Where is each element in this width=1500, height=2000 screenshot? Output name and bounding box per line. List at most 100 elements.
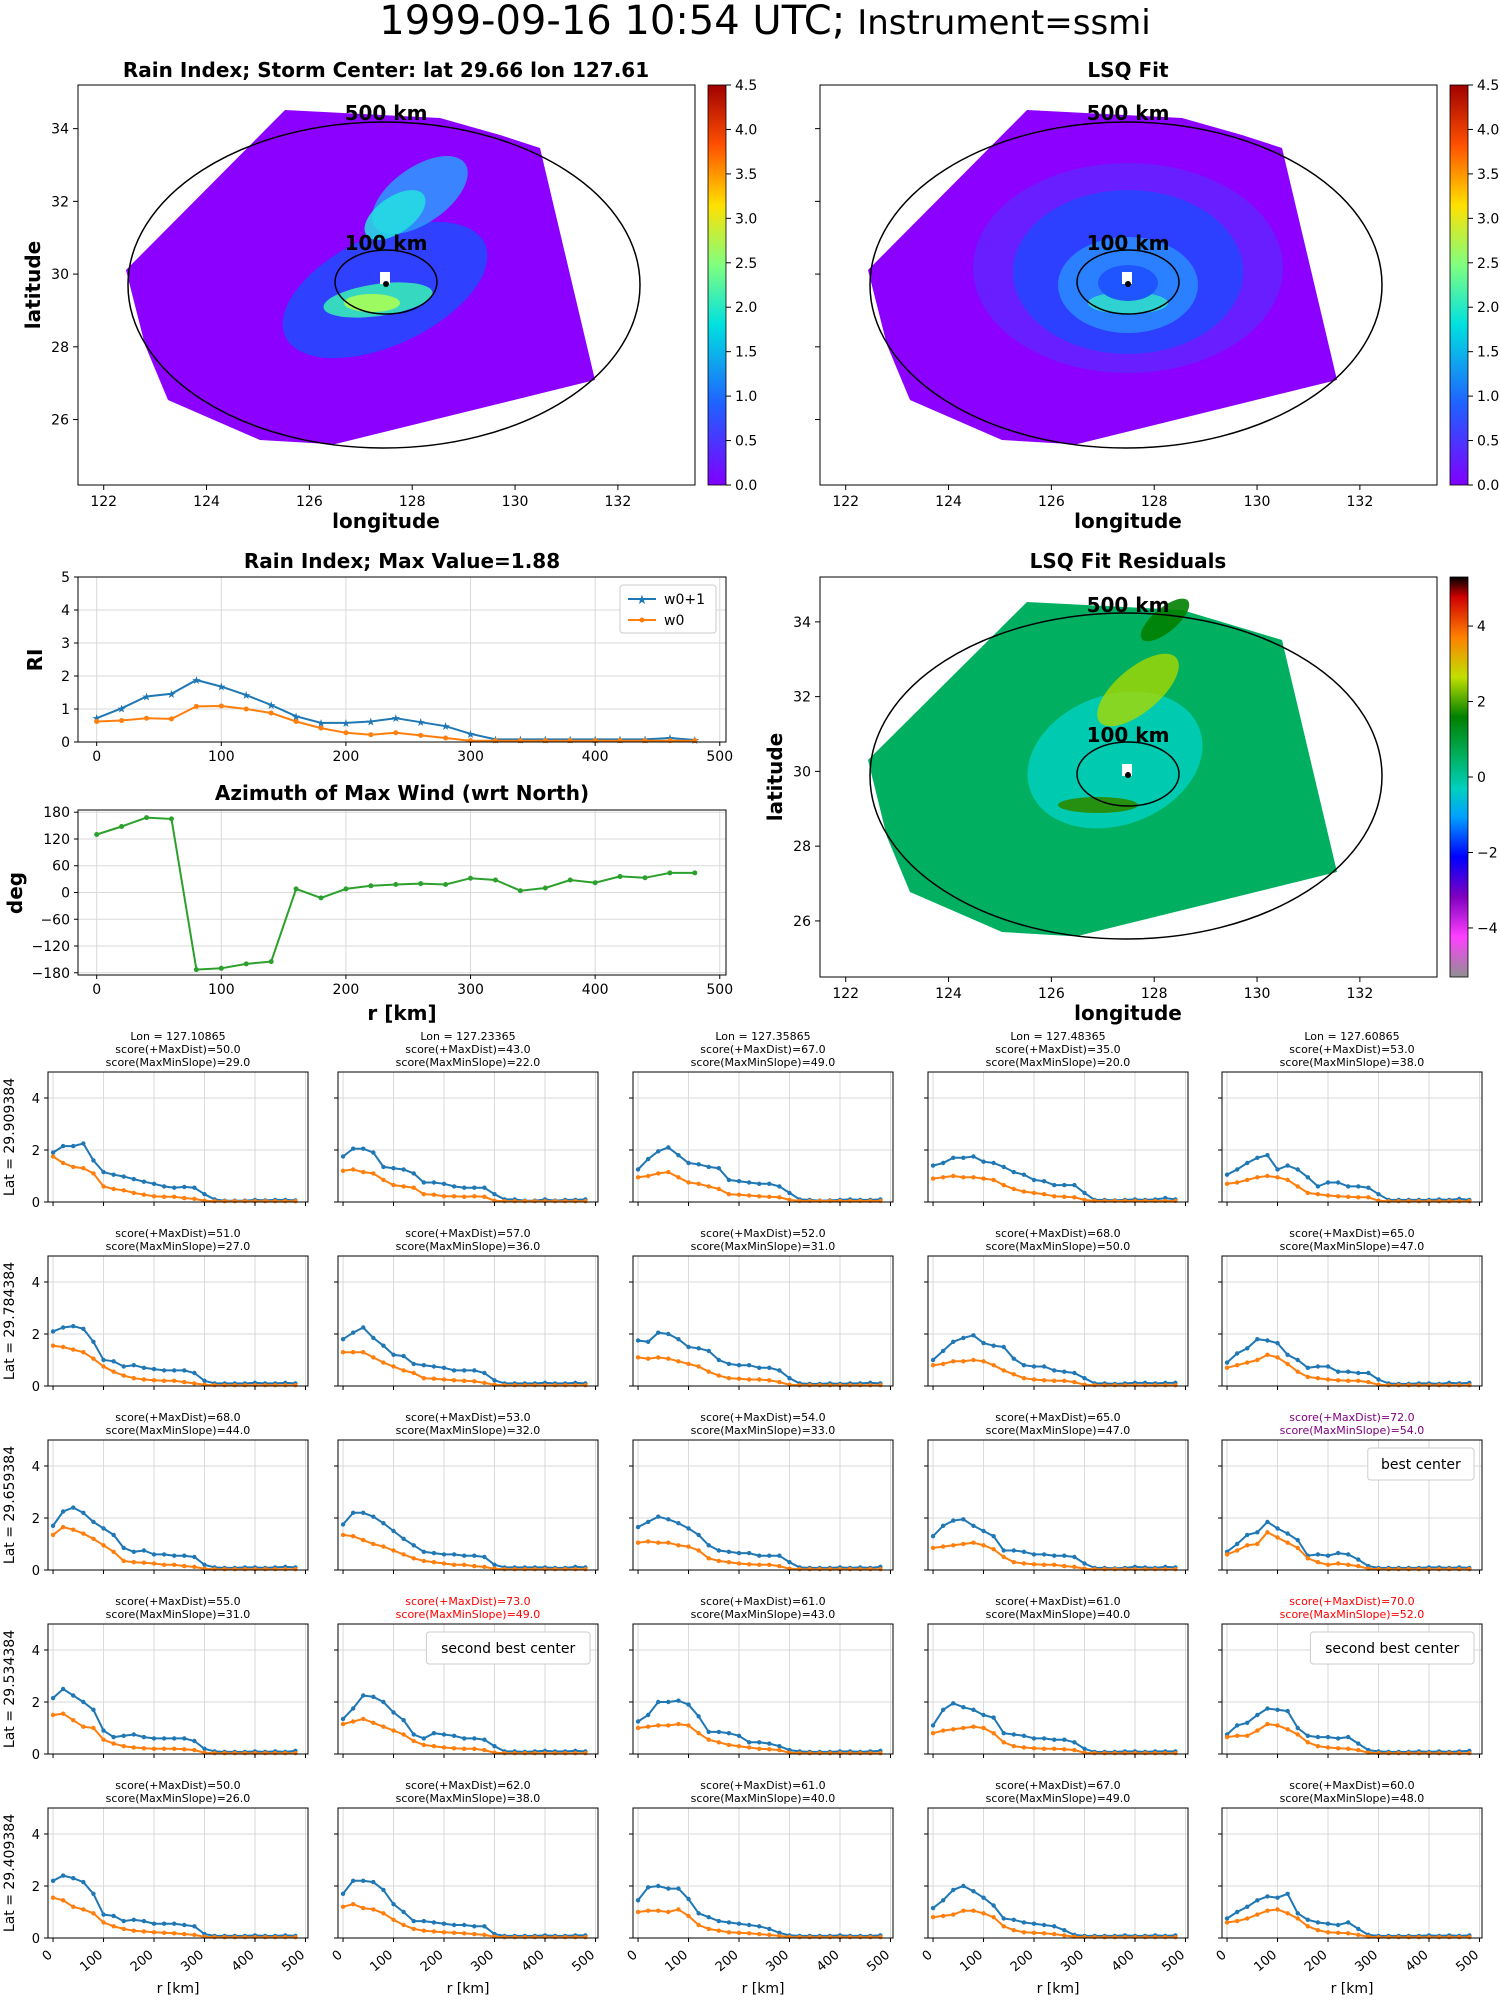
w0-point: [562, 1935, 568, 1940]
w0-point: [746, 1745, 752, 1750]
w0p1-point: [1031, 1364, 1037, 1369]
lsq-map-field: [868, 110, 1383, 470]
colorbar-tick-label: 1.5: [735, 345, 757, 361]
w0-point: [293, 1383, 298, 1388]
w0p1-point: [60, 1143, 66, 1149]
w0p1-point: [121, 1174, 126, 1179]
cell-plot-area: [1222, 1072, 1482, 1202]
cell-xticks: [637, 1386, 891, 1390]
w0-point: [1001, 1924, 1006, 1929]
w0p1-point: [91, 1158, 96, 1163]
resid-map-title: LSQ Fit Residuals: [1030, 549, 1227, 573]
resid-map-colorbar: [1449, 576, 1469, 978]
ytick-label: 4: [32, 1092, 40, 1107]
w0-point: [645, 1724, 651, 1729]
w0p1-point: [421, 1180, 427, 1185]
cell-frame: [1221, 1255, 1483, 1387]
w0p1-point: [767, 1365, 772, 1371]
cell-yticks: [334, 1097, 338, 1203]
w0p1-point: [1275, 1340, 1280, 1346]
w0-point: [283, 1383, 288, 1388]
w0p1-point: [645, 1712, 651, 1718]
w0p1-point: [1021, 1920, 1027, 1925]
w0p1-point: [951, 1155, 956, 1161]
w0p1-point: [1346, 1184, 1351, 1189]
cell-plot-area: [48, 1256, 308, 1386]
cell-score-maxdist: score(+MaxDist)=65.0: [1289, 1227, 1414, 1240]
ytick-label: 5: [61, 570, 70, 586]
w0-point: [232, 1199, 237, 1204]
w0-point: [71, 1527, 76, 1532]
w0-point: [411, 1185, 416, 1190]
cell-frame: [47, 1255, 309, 1387]
profile-legend: ★ w0+1 w0: [619, 584, 717, 634]
w0p1-point: [676, 1337, 681, 1342]
w0-point: [161, 1562, 167, 1568]
w0-point: [81, 1350, 86, 1355]
cell-score-maxdist: score(+MaxDist)=60.0: [1289, 1779, 1414, 1792]
ytick-label: 4: [32, 1644, 40, 1659]
w0-point: [1041, 1192, 1047, 1197]
w0p1-point: [492, 1562, 497, 1568]
xtick-label: 300: [1352, 1948, 1381, 1975]
w0-point: [532, 1935, 538, 1940]
cell-series: [1224, 1891, 1472, 1940]
w0p1-point: [981, 1528, 986, 1534]
w0p1-point: [472, 1185, 477, 1190]
grid-cell: score(+MaxDist)=70.0score(MaxMinSlope)=5…: [1218, 1595, 1483, 1758]
w0p1-point: [161, 1921, 167, 1926]
ytick-label: 2: [32, 1328, 40, 1343]
w0-point: [1325, 1193, 1331, 1198]
resid-center-marker: [1125, 772, 1131, 778]
w0-point: [696, 1181, 701, 1187]
w0-point: [161, 1930, 167, 1936]
w0-point: [1245, 1543, 1250, 1548]
w0p1-point: [696, 1162, 701, 1167]
w0p1-point: [131, 1732, 137, 1737]
w0-point: [340, 1532, 346, 1538]
w0p1-point: [930, 1357, 936, 1363]
w0-point: [172, 1562, 177, 1568]
w0-point: [242, 1383, 248, 1388]
w0p1-point: ★: [366, 716, 376, 729]
cell-xticks: [637, 1202, 891, 1206]
w0-point: [827, 1935, 833, 1940]
w0-point: [283, 1199, 288, 1204]
w0-point: [1041, 1378, 1047, 1383]
legend-label-w0p1: w0+1: [664, 592, 705, 608]
w0p1-point: [391, 1710, 396, 1715]
w0-point: [451, 1930, 457, 1936]
w0-point: [512, 1567, 517, 1572]
w0p1-point: [161, 1184, 167, 1189]
colorbar-tick-label: 1.0: [735, 389, 757, 405]
w0-point: [797, 1751, 802, 1756]
w0p1-point: [686, 1526, 691, 1531]
w0p1-point: [472, 1736, 477, 1741]
profile-yticks: 0 1 2 3 4 5: [61, 570, 78, 751]
w0p1-point: [60, 1325, 66, 1330]
w0p1-point: [716, 1166, 722, 1171]
cell-lon-label: Lon = 127.10865: [130, 1030, 225, 1043]
w0-point: [182, 1563, 187, 1569]
cell-score-maxdist: score(+MaxDist)=51.0: [115, 1227, 240, 1240]
lsq-ring-100km: [1076, 249, 1180, 315]
storm-center-gap: [380, 272, 390, 284]
w0p1-point: [940, 1160, 946, 1166]
map-xtick-label: 128: [399, 494, 426, 510]
w0p1-point: [401, 1167, 406, 1172]
w0p1-point: [716, 1729, 722, 1735]
w0p1-point: [971, 1154, 976, 1159]
w0-point: [1072, 1747, 1077, 1753]
w0p1-point: [1062, 1928, 1067, 1933]
w0p1-point: [1031, 1736, 1037, 1741]
w0-point: [1224, 1365, 1230, 1371]
w0p1-point: [1275, 1707, 1280, 1713]
cell-score-maxdist: score(+MaxDist)=35.0: [995, 1043, 1120, 1056]
w0p1-point: [441, 1921, 447, 1926]
w0p1-point: [1031, 1921, 1037, 1926]
w0-point: [268, 710, 274, 716]
w0-point: [472, 1746, 477, 1752]
w0-point: [50, 1532, 56, 1538]
w0-point: [635, 1909, 641, 1915]
w0p1-point: [371, 1514, 376, 1519]
